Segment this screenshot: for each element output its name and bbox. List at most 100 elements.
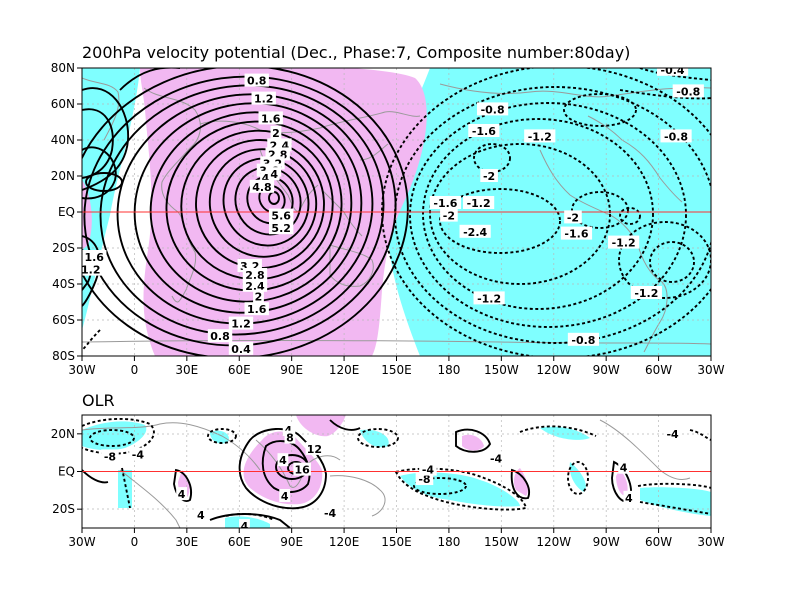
- top-contour-label: -2.4: [463, 226, 487, 239]
- bottom-x-tick-label: 60E: [228, 535, 251, 549]
- top-x-tick-label: 30E: [175, 363, 198, 377]
- top-contour-label-bg: [473, 291, 505, 305]
- top-contour-label-bg: [630, 286, 662, 299]
- top-contour-label-bg: [242, 278, 268, 292]
- bottom-contour-label: -4: [422, 464, 435, 477]
- top-contour-label-bg: [253, 289, 264, 303]
- top-plot-area: 0.81.21.622.42.83.23.6444.85.65.23.22.82…: [81, 64, 711, 356]
- bottom-x-tick-label: 30W: [68, 535, 95, 549]
- top-x-tick-label: 60W: [645, 363, 672, 377]
- bottom-negative-contours: [82, 417, 711, 521]
- top-contour-label: -0.4: [661, 64, 685, 77]
- top-contour-label-bg: [440, 208, 458, 222]
- top-contour-label: 2.8: [245, 269, 265, 282]
- bottom-x-tick-label: 30W: [697, 535, 724, 549]
- top-contour-label-bg: [228, 341, 254, 355]
- top-contour-label: 0.8: [210, 330, 230, 343]
- top-contour-label-bg: [480, 169, 498, 182]
- top-contour-label: -1.6: [433, 197, 457, 210]
- bottom-contour-label: -4: [324, 507, 337, 520]
- top-contour-labels: 0.81.21.622.42.83.23.6444.85.65.23.22.82…: [81, 64, 704, 356]
- top-x-tick-label: 150E: [381, 363, 412, 377]
- bottom-x-tick-label: 0: [131, 535, 139, 549]
- top-contour-label-bg: [567, 332, 600, 346]
- top-negative-contours: [82, 68, 711, 356]
- bottom-contour-label-bg: [239, 519, 250, 528]
- top-positive-contours: [82, 68, 409, 356]
- top-y-tick-label: EQ: [58, 205, 75, 219]
- top-x-tick-label: 30W: [68, 363, 95, 377]
- top-contour-label: -0.8: [676, 85, 700, 98]
- top-contour-label: 5.6: [271, 210, 291, 223]
- bottom-contour-label: 4: [197, 509, 205, 522]
- bottom-x-tick-label: 180: [437, 535, 460, 549]
- top-contour-label-bg: [660, 129, 692, 143]
- top-contour-label-bg: [524, 129, 556, 143]
- top-x-tick-label: 0: [131, 363, 139, 377]
- bottom-contour-label: 16: [294, 464, 310, 477]
- bottom-positive-shading: [178, 415, 628, 505]
- bottom-contour-label: 4: [281, 490, 289, 503]
- bottom-contour-label-bg: [487, 451, 505, 465]
- top-y-tick-label: 60S: [52, 313, 75, 327]
- top-contour-label-bg: [656, 68, 689, 76]
- top-contour-label: 1.2: [81, 264, 101, 277]
- top-contour-label: -1.2: [467, 197, 491, 210]
- top-contour-label-bg: [476, 102, 509, 116]
- top-contour-label: 2.4: [245, 280, 265, 293]
- bottom-contour-label-bg: [129, 447, 147, 461]
- top-contour-label: 2: [255, 291, 263, 304]
- top-contour-label-bg: [244, 302, 269, 316]
- top-contour-label: 5.2: [271, 222, 291, 235]
- bottom-contour-label: 4: [284, 424, 292, 437]
- bottom-contour-label-bg: [282, 423, 294, 437]
- bottom-contour-label-bg: [663, 426, 682, 440]
- top-contour-label: -1.2: [477, 292, 501, 305]
- bottom-contour-label: -4: [490, 452, 503, 465]
- bottom-contour-label-bg: [101, 449, 119, 463]
- bottom-x-tick-label: 120E: [329, 535, 360, 549]
- bottom-x-tick-label: 90W: [593, 535, 620, 549]
- bottom-chart-title: OLR: [82, 391, 115, 410]
- bottom-contour-label-bg: [623, 490, 635, 504]
- top-x-tick-label: 90W: [593, 363, 620, 377]
- bottom-contour-label: 4: [279, 454, 287, 467]
- top-contour-label-bg: [468, 124, 500, 137]
- top-contour-label: -2: [443, 210, 455, 223]
- top-x-tick-label: 90E: [280, 363, 303, 377]
- bottom-contour-label-bg: [284, 430, 296, 444]
- bottom-contour-label: 4: [620, 462, 628, 475]
- bottom-x-tick-label: 90E: [280, 535, 303, 549]
- top-contour-label: 4: [262, 172, 270, 185]
- top-contour-label-bg: [459, 224, 491, 238]
- top-contour-label: 1.2: [254, 93, 274, 106]
- top-x-tick-label: 30W: [697, 363, 724, 377]
- top-contour-label: -1.6: [472, 125, 496, 138]
- top-contour-label: 0.8: [247, 75, 267, 88]
- bottom-y-axis: 20N EQ 20S: [51, 427, 82, 516]
- top-y-tick-label: 20S: [52, 241, 75, 255]
- bottom-contour-label-bg: [293, 462, 311, 476]
- bottom-contour-label: 8: [286, 432, 294, 445]
- top-y-tick-label: 80S: [52, 349, 75, 363]
- bottom-contour-label: 4: [178, 488, 186, 501]
- top-contour-label: 1.2: [231, 318, 251, 331]
- top-contour-label: -1.2: [612, 237, 636, 250]
- top-contour-label: 1.6: [84, 251, 104, 264]
- top-contour-label-bg: [429, 196, 462, 209]
- top-contour-label: -1.2: [528, 130, 552, 143]
- top-contour-label-bg: [82, 250, 107, 263]
- top-contour-label: -2: [567, 211, 579, 224]
- bottom-contour-label-bg: [195, 507, 207, 521]
- top-contour-label: -2: [483, 170, 495, 183]
- top-contour-label: 2: [272, 127, 280, 140]
- top-x-tick-label: 120W: [536, 363, 571, 377]
- bottom-contour-label: -8: [418, 473, 430, 486]
- top-chart-title: 200hPa velocity potential (Dec., Phase:7…: [82, 43, 630, 62]
- bottom-contour-label-bg: [618, 460, 630, 474]
- top-y-tick-label: 20N: [51, 169, 75, 183]
- top-contour-label: 1.6: [247, 303, 267, 316]
- top-contour-label: 0.4: [231, 343, 251, 356]
- bottom-contour-label-bg: [279, 488, 291, 502]
